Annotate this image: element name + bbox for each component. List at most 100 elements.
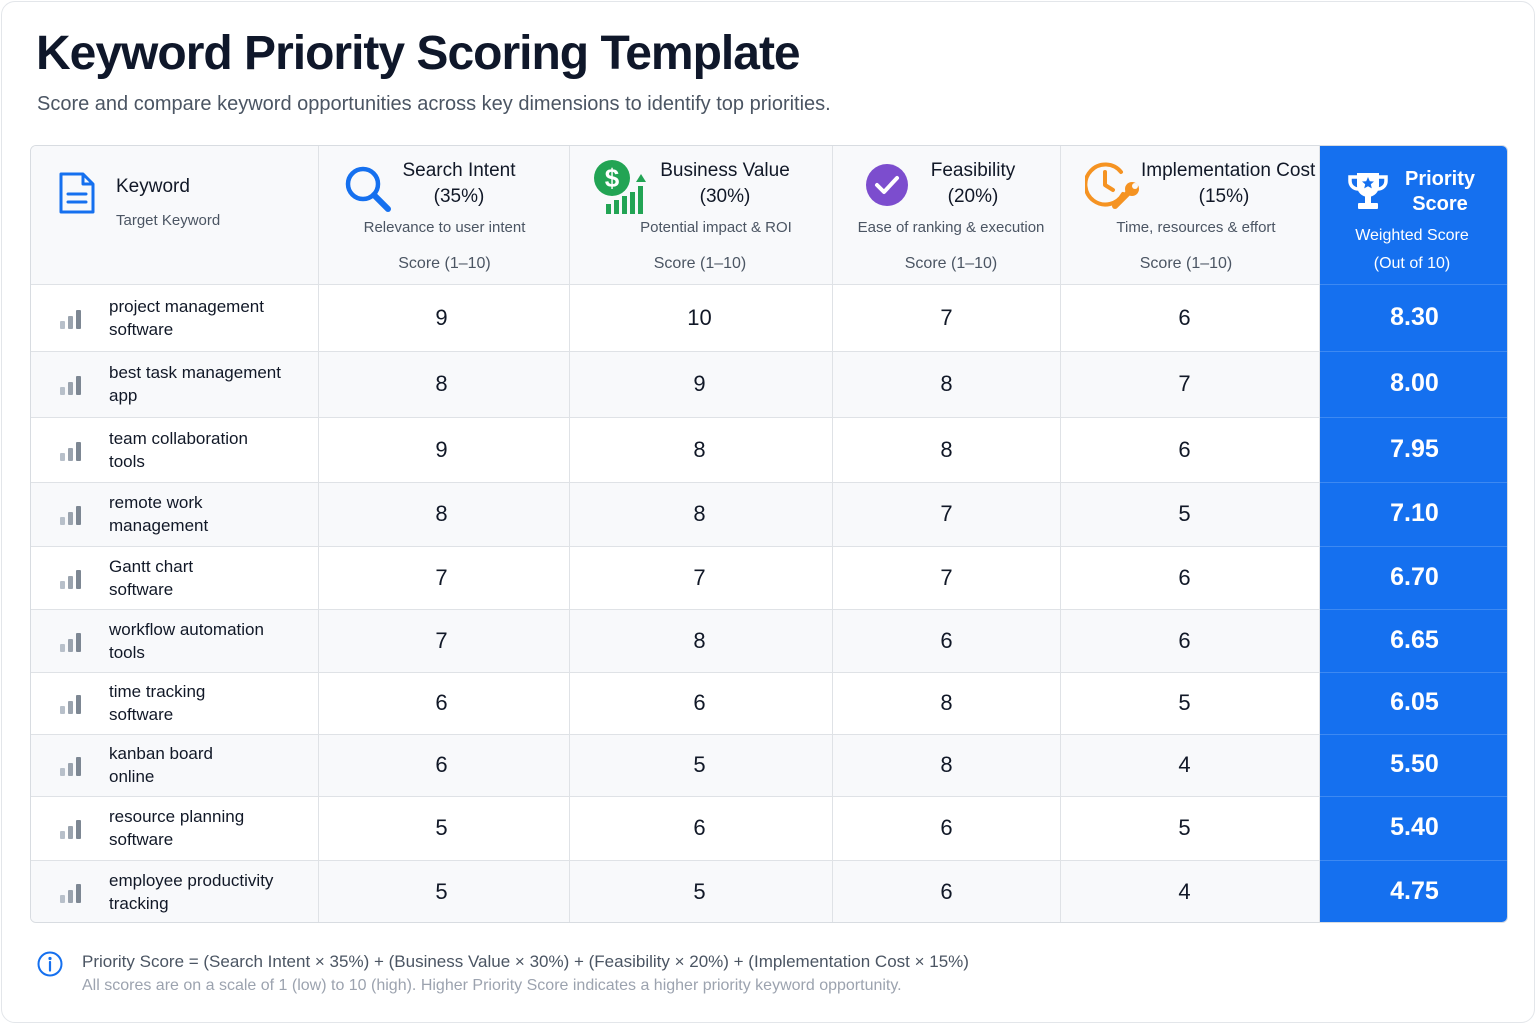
implementation-cost-score: 5 [1178, 501, 1191, 526]
priority-score-value: 5.50 [1390, 750, 1439, 778]
business-value-score: 8 [693, 627, 706, 653]
trophy-icon [1346, 170, 1390, 217]
priority-score-value: 6.05 [1390, 688, 1439, 716]
bar-chart-icon [59, 309, 83, 334]
feasibility-score-cell: 7 [833, 483, 1061, 547]
priority-score-cell: 6.70 [1320, 547, 1507, 610]
search-intent-score-cell: 7 [319, 547, 570, 610]
header-feasibility-scale: Score (1–10) [904, 255, 998, 272]
search-intent-score-cell: 8 [319, 352, 570, 418]
check-circle-icon [865, 163, 909, 212]
header-feasibility: Feasibility (20%) Ease of ranking & exec… [833, 146, 1061, 285]
search-intent-score: 8 [435, 371, 448, 396]
business-value-score-cell: 6 [570, 673, 833, 735]
priority-score-cell: 7.10 [1320, 483, 1507, 547]
implementation-cost-score-cell: 4 [1061, 735, 1320, 797]
keyword-cell: employee productivity tracking [31, 861, 319, 922]
priority-score-value: 7.95 [1390, 434, 1439, 463]
search-intent-score-cell: 9 [319, 418, 570, 483]
feasibility-score-cell: 8 [833, 418, 1061, 483]
keyword-text: time tracking software [109, 680, 309, 726]
keyword-line-2: management [109, 516, 209, 535]
header-search-intent: Search Intent (35%) Relevance to user in… [319, 146, 570, 285]
header-search-intent-weight: (35%) [433, 186, 485, 207]
implementation-cost-score: 6 [1178, 304, 1191, 330]
keyword-line-1: workflow automation [109, 619, 264, 639]
keyword-line-1: resource planning [109, 807, 245, 826]
feasibility-score: 7 [940, 564, 953, 590]
implementation-cost-score-cell: 6 [1061, 418, 1320, 483]
svg-text:$: $ [605, 163, 620, 193]
header-business-value-desc: Potential impact & ROI [640, 219, 792, 236]
business-value-score: 5 [693, 878, 706, 904]
search-intent-score: 8 [435, 501, 448, 526]
search-intent-score-cell: 6 [319, 673, 570, 735]
priority-score-cell: 8.00 [1320, 352, 1507, 418]
search-intent-score: 9 [435, 304, 448, 330]
priority-score-value: 6.70 [1390, 562, 1439, 591]
header-feasibility-desc: Ease of ranking & execution [857, 219, 1045, 236]
implementation-cost-score: 5 [1178, 815, 1191, 840]
feasibility-score-cell: 8 [833, 352, 1061, 418]
header-implementation-cost-weight: (15%) [1198, 186, 1250, 207]
business-value-score-cell: 5 [570, 861, 833, 922]
header-business-value: $ Business Value (30%) Potential impact … [570, 146, 833, 285]
priority-score-cell: 6.05 [1320, 673, 1507, 735]
keyword-cell: team collaboration tools [31, 418, 319, 483]
keyword-line-1: Gantt chart [109, 556, 194, 576]
keyword-line-2: software [109, 319, 174, 339]
header-priority-desc: Weighted Score [1355, 227, 1469, 244]
keyword-cell: project management software [31, 285, 319, 352]
search-intent-score-cell: 9 [319, 285, 570, 352]
header-feasibility-title: Feasibility [930, 160, 1016, 181]
feasibility-score-cell: 6 [833, 610, 1061, 673]
business-value-score-cell: 7 [570, 547, 833, 610]
header-search-intent-desc: Relevance to user intent [363, 219, 526, 236]
search-intent-score: 9 [435, 436, 448, 462]
keyword-line-2: software [109, 579, 174, 599]
keyword-text: project management software [109, 295, 309, 341]
search-intent-score: 7 [435, 564, 448, 590]
keyword-line-1: best task management [109, 363, 281, 382]
feasibility-score: 8 [940, 690, 953, 715]
keyword-cell: remote work management [31, 483, 319, 547]
header-priority-scale: (Out of 10) [1373, 255, 1451, 272]
clock-wrench-icon [1083, 160, 1141, 219]
feasibility-score-cell: 6 [833, 797, 1061, 861]
feasibility-score-cell: 8 [833, 673, 1061, 735]
keyword-line-2: tracking [109, 893, 169, 913]
business-value-score-cell: 5 [570, 735, 833, 797]
implementation-cost-score: 6 [1178, 627, 1191, 653]
implementation-cost-score: 6 [1178, 564, 1191, 590]
page-title: Keyword Priority Scoring Template [36, 27, 801, 80]
keyword-line-2: online [109, 767, 155, 786]
header-priority-title-line2: Score [1412, 193, 1468, 215]
business-value-score: 5 [693, 752, 706, 777]
keyword-line-2: tools [109, 451, 145, 471]
priority-score-cell: 5.50 [1320, 735, 1507, 797]
business-value-score: 6 [693, 690, 706, 715]
bar-chart-icon [59, 505, 83, 530]
search-intent-score: 6 [435, 690, 448, 715]
header-priority: Priority Score Weighted Score (Out of 10… [1320, 146, 1507, 285]
keyword-text: employee productivity tracking [109, 869, 309, 915]
keyword-text: Gantt chart software [109, 555, 309, 601]
header-implementation-cost: Implementation Cost (15%) Time, resource… [1061, 146, 1320, 285]
keyword-text: workflow automation tools [109, 618, 309, 664]
footer-note: All scores are on a scale of 1 (low) to … [82, 977, 902, 994]
priority-score-value: 7.10 [1390, 499, 1439, 527]
implementation-cost-score-cell: 5 [1061, 797, 1320, 861]
keyword-text: remote work management [109, 491, 309, 537]
search-icon [343, 164, 393, 219]
keyword-cell: resource planning software [31, 797, 319, 861]
header-implementation-cost-desc: Time, resources & effort [1116, 219, 1276, 236]
feasibility-score-cell: 7 [833, 285, 1061, 352]
header-implementation-cost-scale: Score (1–10) [1139, 255, 1233, 272]
keyword-cell: kanban board online [31, 735, 319, 797]
feasibility-score: 8 [940, 752, 953, 777]
priority-score-cell: 7.95 [1320, 418, 1507, 483]
keyword-text: kanban board online [109, 742, 309, 788]
page-subtitle: Score and compare keyword opportunities … [37, 93, 831, 115]
keyword-line-1: team collaboration [109, 428, 248, 448]
bar-chart-icon [59, 883, 83, 908]
